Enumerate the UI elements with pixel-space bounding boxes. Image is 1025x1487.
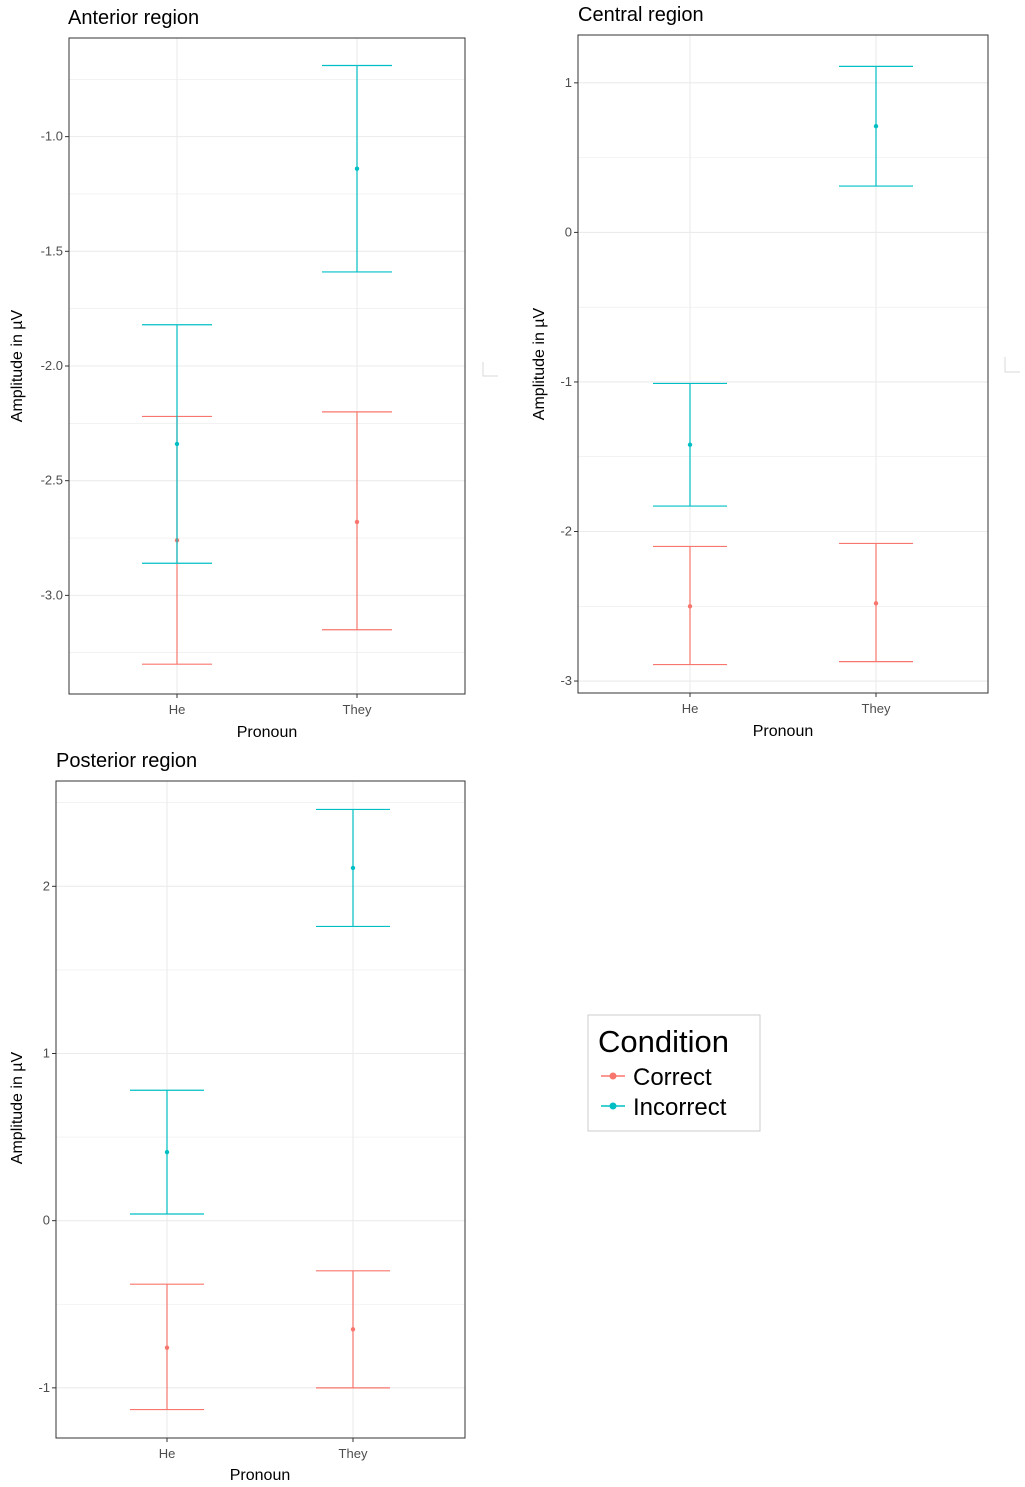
y-tick-label: -3 — [560, 673, 572, 688]
series-incorrect — [130, 808, 390, 1215]
data-point — [873, 124, 879, 129]
y-axis-label: Amplitude in µV — [9, 309, 26, 422]
x-tick-label: He — [159, 1446, 176, 1461]
x-tick-label: He — [682, 701, 699, 716]
panel-title: Central region — [578, 4, 704, 26]
data-point — [873, 601, 879, 606]
legend-item-correct: Correct — [601, 1064, 712, 1091]
error-bar — [130, 1283, 204, 1411]
x-axis-label: Pronoun — [753, 723, 814, 740]
data-point — [350, 1327, 356, 1332]
legend-fragment — [482, 362, 498, 377]
x-axis-label: Pronoun — [237, 724, 298, 741]
error-bar — [130, 1089, 204, 1215]
series-correct — [653, 542, 913, 666]
y-tick-label: -1 — [560, 374, 572, 389]
plot-area — [55, 780, 466, 1439]
panel-background — [56, 781, 465, 1438]
error-bar — [316, 808, 390, 928]
legend-fragment — [1004, 357, 1020, 373]
y-tick-label: -2 — [560, 523, 572, 538]
x-tick-label: They — [862, 701, 891, 716]
legend-key-point — [609, 1072, 617, 1080]
legend-label: Incorrect — [633, 1094, 727, 1121]
panel-central-region: Central region Pronoun Amplitude in µV -… — [531, 4, 989, 740]
error-bar — [322, 64, 392, 273]
data-point — [687, 604, 693, 609]
data-point — [354, 519, 360, 525]
error-bar — [653, 382, 727, 507]
error-bar — [839, 542, 913, 663]
panel-anterior-region: Anterior region Pronoun Amplitude in µV … — [9, 7, 466, 741]
y-tick-label: -1.0 — [41, 129, 63, 144]
data-point — [687, 442, 693, 447]
y-tick-label: 1 — [565, 75, 572, 90]
y-tick-label: -1.5 — [41, 243, 63, 258]
series-incorrect — [653, 65, 913, 507]
y-tick-label: -2.5 — [41, 473, 63, 488]
legend-label: Correct — [633, 1064, 712, 1091]
y-axis-label: Amplitude in µV — [9, 1051, 26, 1164]
error-bar — [839, 65, 913, 187]
y-tick-label: 0 — [43, 1213, 50, 1228]
legend-key-point — [609, 1102, 617, 1110]
y-axis-label: Amplitude in µV — [531, 307, 548, 420]
y-tick-label: 2 — [43, 878, 50, 893]
y-tick-label: -2.0 — [41, 358, 63, 373]
x-tick-label: He — [169, 702, 186, 717]
data-point — [354, 166, 360, 171]
panel-border — [55, 780, 466, 1439]
y-tick-label: 0 — [565, 224, 572, 239]
error-bar — [142, 324, 212, 564]
panel-title: Anterior region — [68, 7, 199, 29]
panel-border — [577, 34, 989, 694]
y-tick-label: -1 — [38, 1380, 50, 1395]
x-tick-label: They — [343, 702, 372, 717]
series-correct — [130, 1270, 390, 1411]
data-point — [174, 441, 180, 447]
legend: Condition Correct Incorrect — [587, 1014, 761, 1132]
panel-title: Posterior region — [56, 750, 197, 772]
legend-box — [587, 1014, 761, 1132]
y-tick-label: 1 — [43, 1045, 50, 1060]
error-bar — [653, 545, 727, 666]
plot-area — [577, 34, 989, 694]
panel-posterior-region: Posterior region Pronoun Amplitude in µV… — [9, 750, 466, 1484]
error-bar — [322, 411, 392, 631]
y-tick-label: -3.0 — [41, 587, 63, 602]
data-point — [164, 1345, 170, 1350]
data-point — [350, 865, 356, 871]
x-axis-label: Pronoun — [230, 1467, 291, 1484]
data-point — [164, 1149, 170, 1155]
plot-area — [68, 37, 466, 695]
panel-background — [578, 35, 988, 693]
series-incorrect — [142, 64, 392, 564]
x-tick-label: They — [339, 1446, 368, 1461]
error-bar — [316, 1270, 390, 1389]
legend-title: Condition — [598, 1024, 729, 1059]
legend-item-incorrect: Incorrect — [601, 1094, 727, 1121]
